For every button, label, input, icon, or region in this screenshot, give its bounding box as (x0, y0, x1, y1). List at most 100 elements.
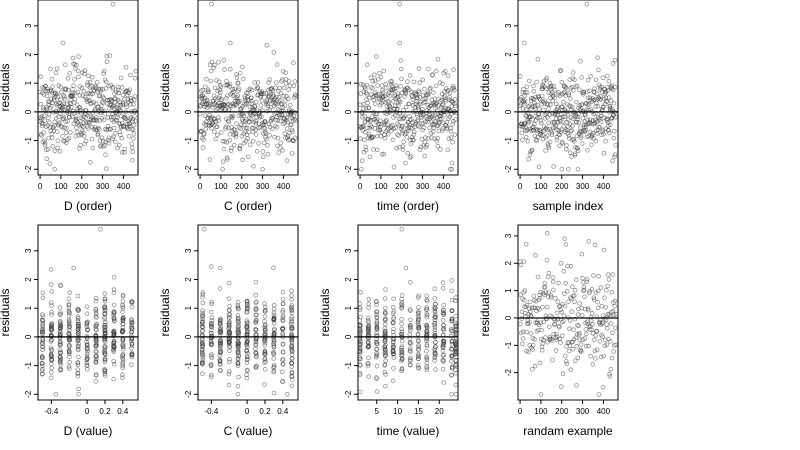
data-point (289, 338, 295, 344)
data-point (200, 333, 206, 339)
data-point (399, 124, 405, 129)
data-point (378, 124, 383, 130)
data-point (444, 119, 450, 125)
data-point (253, 306, 259, 312)
data-point (415, 321, 421, 327)
data-point (57, 350, 63, 356)
data-point (360, 123, 366, 129)
data-point (237, 98, 243, 104)
data-point (453, 367, 458, 373)
data-point (76, 386, 81, 392)
data-point (407, 346, 413, 352)
data-point (588, 353, 593, 359)
data-point (451, 85, 457, 91)
data-point (218, 368, 223, 374)
y-tick-label: 1 (344, 80, 353, 85)
data-point (610, 330, 615, 336)
data-point (535, 56, 541, 62)
data-point (382, 296, 388, 301)
data-point (439, 91, 445, 97)
data-point (94, 321, 99, 327)
data-point (73, 114, 79, 119)
data-point (398, 66, 404, 72)
data-point (610, 87, 616, 93)
data-point (271, 337, 277, 343)
data-point (129, 324, 134, 330)
data-point (289, 151, 295, 156)
data-point (449, 333, 454, 339)
data-point (424, 348, 429, 354)
data-point (262, 119, 268, 124)
data-point (60, 134, 65, 139)
data-point (592, 348, 598, 354)
data-point (72, 90, 78, 96)
data-point (226, 296, 232, 302)
data-point (524, 329, 530, 335)
y-tick-label: -1 (24, 136, 33, 144)
data-point (107, 53, 113, 58)
data-point (39, 120, 45, 126)
data-point (85, 355, 90, 361)
data-point (595, 55, 600, 60)
data-point (531, 83, 536, 89)
data-point (365, 318, 371, 323)
x-axis-title: sample index (533, 199, 604, 213)
data-point (433, 301, 438, 307)
data-point (93, 373, 99, 378)
data-point (250, 138, 256, 144)
data-point (70, 55, 76, 61)
x-tick-label: 10 (393, 407, 402, 416)
data-point (129, 141, 135, 147)
data-point (262, 301, 267, 306)
data-point (292, 135, 298, 141)
data-point (568, 96, 573, 101)
data-point (567, 318, 573, 323)
data-point (422, 135, 428, 140)
data-point (378, 74, 384, 80)
data-point (120, 318, 126, 324)
data-point (240, 64, 245, 70)
data-point (358, 339, 363, 345)
data-point (605, 88, 610, 93)
data-point (41, 113, 47, 118)
data-point (399, 321, 404, 327)
data-point (86, 110, 91, 116)
data-point (107, 106, 112, 111)
data-point (130, 149, 136, 155)
data-point (46, 111, 52, 117)
data-point (527, 114, 533, 120)
data-point (383, 100, 388, 105)
data-point (546, 145, 552, 151)
data-point (62, 125, 67, 130)
data-point (227, 348, 232, 354)
data-point (111, 287, 117, 292)
data-point (130, 157, 135, 163)
data-point (576, 87, 582, 93)
data-point (226, 307, 232, 313)
data-point (432, 344, 438, 350)
data-point (437, 80, 443, 85)
data-point (114, 118, 119, 123)
data-point (527, 299, 533, 305)
data-point (357, 307, 363, 312)
data-point (575, 355, 581, 361)
data-point (558, 127, 564, 132)
data-point (55, 145, 60, 151)
data-point (398, 331, 404, 337)
data-point (571, 327, 576, 332)
data-point (219, 97, 225, 102)
data-point (271, 310, 277, 315)
data-point (364, 62, 370, 67)
data-point (560, 104, 565, 109)
data-point (110, 2, 116, 7)
data-point (441, 380, 447, 385)
data-point (102, 367, 107, 373)
data-point (550, 279, 556, 285)
data-point (235, 299, 241, 305)
data-point (66, 317, 72, 323)
data-point (583, 124, 589, 130)
data-point (40, 121, 46, 127)
data-point (285, 96, 291, 102)
data-point (117, 142, 122, 148)
data-point (560, 119, 566, 125)
